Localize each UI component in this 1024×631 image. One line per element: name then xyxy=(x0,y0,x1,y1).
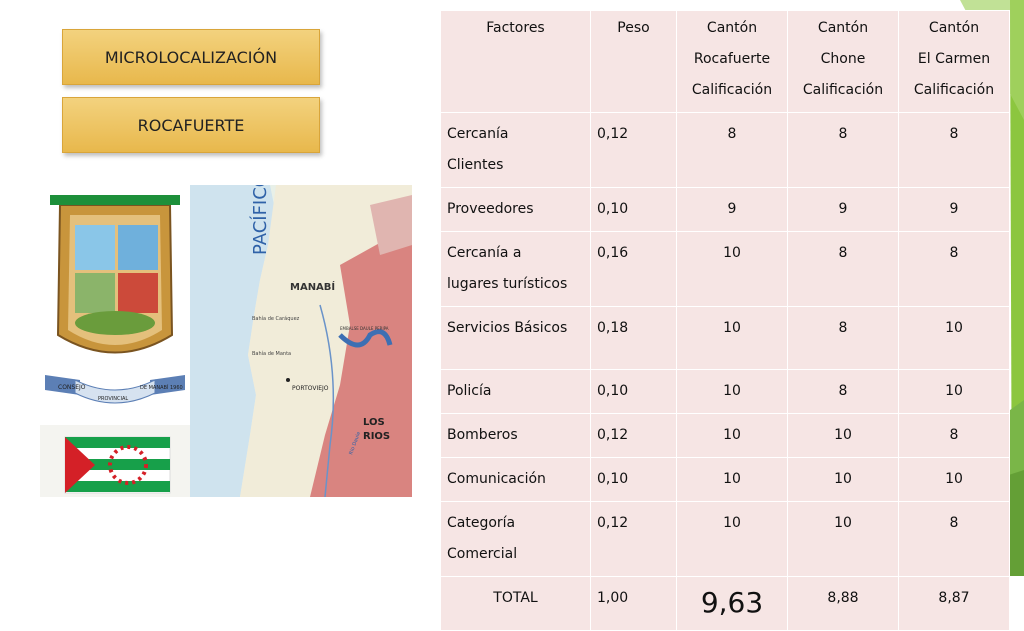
total-rocafuerte-cell: 9,63 xyxy=(676,576,788,631)
chone-cell: 8 xyxy=(787,112,899,188)
factor-cell: Cercanía a lugares turísticos xyxy=(440,231,591,307)
peso-cell: 0,18 xyxy=(590,306,677,370)
factor-cell: Categoría Comercial xyxy=(440,501,591,577)
rocafuerte-cell: 9 xyxy=(676,187,788,232)
table-row: Servicios Básicos 0,18 10 8 10 xyxy=(440,306,1010,370)
el-carmen-cell: 8 xyxy=(898,501,1010,577)
table-row: Cercanía Clientes 0,12 8 8 8 xyxy=(440,112,1010,188)
table-row: Comunicación 0,10 10 10 10 xyxy=(440,457,1010,502)
factor-cell: Proveedores xyxy=(440,187,591,232)
table-row: Categoría Comercial 0,12 10 10 8 xyxy=(440,501,1010,577)
table-row: Cercanía a lugares turísticos 0,16 10 8 8 xyxy=(440,231,1010,307)
chone-cell: 8 xyxy=(787,369,899,414)
chone-cell: 8 xyxy=(787,306,899,370)
el-carmen-cell: 10 xyxy=(898,457,1010,502)
header-factores: Factores xyxy=(440,10,591,113)
rocafuerte-cell: 10 xyxy=(676,457,788,502)
el-carmen-cell: 10 xyxy=(898,306,1010,370)
reservoir-label: EMBALSE DAULE PERIPA xyxy=(340,326,389,331)
region-label-los: LOS xyxy=(363,417,385,428)
region-label-manabi: MANABÍ xyxy=(290,280,335,293)
title-rocafuerte: ROCAFUERTE xyxy=(62,97,320,153)
el-carmen-cell: 8 xyxy=(898,413,1010,458)
factor-cell: Cercanía Clientes xyxy=(440,112,591,188)
total-label-cell: TOTAL xyxy=(440,576,591,631)
bay-label-2: Bahía de Manta xyxy=(252,350,291,357)
table-total-row: TOTAL 1,00 9,63 8,88 8,87 xyxy=(440,576,1010,631)
peso-cell: 0,10 xyxy=(590,457,677,502)
chone-cell: 9 xyxy=(787,187,899,232)
peso-cell: 0,10 xyxy=(590,187,677,232)
table-row: Proveedores 0,10 9 9 9 xyxy=(440,187,1010,232)
total-peso-cell: 1,00 xyxy=(590,576,677,631)
rocafuerte-cell: 10 xyxy=(676,501,788,577)
chone-cell: 10 xyxy=(787,413,899,458)
el-carmen-cell: 8 xyxy=(898,112,1010,188)
rocafuerte-cell: 10 xyxy=(676,413,788,458)
chone-cell: 10 xyxy=(787,457,899,502)
emblem-map-illustration: PACÍFICO MANABÍ LOS RIOS PORTOVIEJO Bahí… xyxy=(40,173,412,498)
shield-banner-left: CONSEJO xyxy=(58,384,86,391)
rocafuerte-cell: 10 xyxy=(676,231,788,307)
table-row: Policía 0,10 10 8 10 xyxy=(440,369,1010,414)
header-canton-chone: Cantón Chone Calificación xyxy=(787,10,899,113)
rocafuerte-cell: 8 xyxy=(676,112,788,188)
peso-cell: 0,12 xyxy=(590,501,677,577)
bay-label-1: Bahía de Caráquez xyxy=(252,315,300,322)
total-el-carmen-cell: 8,87 xyxy=(898,576,1010,631)
peso-cell: 0,12 xyxy=(590,112,677,188)
region-label-rios: RIOS xyxy=(363,431,390,442)
factors-table: Factores Peso Cantón Rocafuerte Califica… xyxy=(440,10,1010,631)
chone-cell: 8 xyxy=(787,231,899,307)
map-and-emblem-image: PACÍFICO MANABÍ LOS RIOS PORTOVIEJO Bahí… xyxy=(40,173,412,498)
header-peso: Peso xyxy=(590,10,677,113)
el-carmen-cell: 8 xyxy=(898,231,1010,307)
peso-cell: 0,12 xyxy=(590,413,677,458)
ocean-label: PACÍFICO xyxy=(249,185,271,255)
shield-banner-right: DE MANABÍ 1960 xyxy=(140,384,183,391)
factor-cell: Comunicación xyxy=(440,457,591,502)
total-chone-cell: 8,88 xyxy=(787,576,899,631)
el-carmen-cell: 9 xyxy=(898,187,1010,232)
shield-banner-mid: PROVINCIAL xyxy=(98,396,128,402)
chone-cell: 10 xyxy=(787,501,899,577)
factor-cell: Bomberos xyxy=(440,413,591,458)
el-carmen-cell: 10 xyxy=(898,369,1010,414)
header-canton-el-carmen: Cantón El Carmen Calificación xyxy=(898,10,1010,113)
table-row: Bomberos 0,12 10 10 8 xyxy=(440,413,1010,458)
city-label: PORTOVIEJO xyxy=(292,385,329,392)
rocafuerte-cell: 10 xyxy=(676,306,788,370)
rocafuerte-cell: 10 xyxy=(676,369,788,414)
factor-cell: Policía xyxy=(440,369,591,414)
peso-cell: 0,16 xyxy=(590,231,677,307)
title-microlocalizacion: MICROLOCALIZACIÓN xyxy=(62,29,320,85)
factor-cell: Servicios Básicos xyxy=(440,306,591,370)
peso-cell: 0,10 xyxy=(590,369,677,414)
header-canton-rocafuerte: Cantón Rocafuerte Calificación xyxy=(676,10,788,113)
table-header-row: Factores Peso Cantón Rocafuerte Califica… xyxy=(440,10,1010,113)
